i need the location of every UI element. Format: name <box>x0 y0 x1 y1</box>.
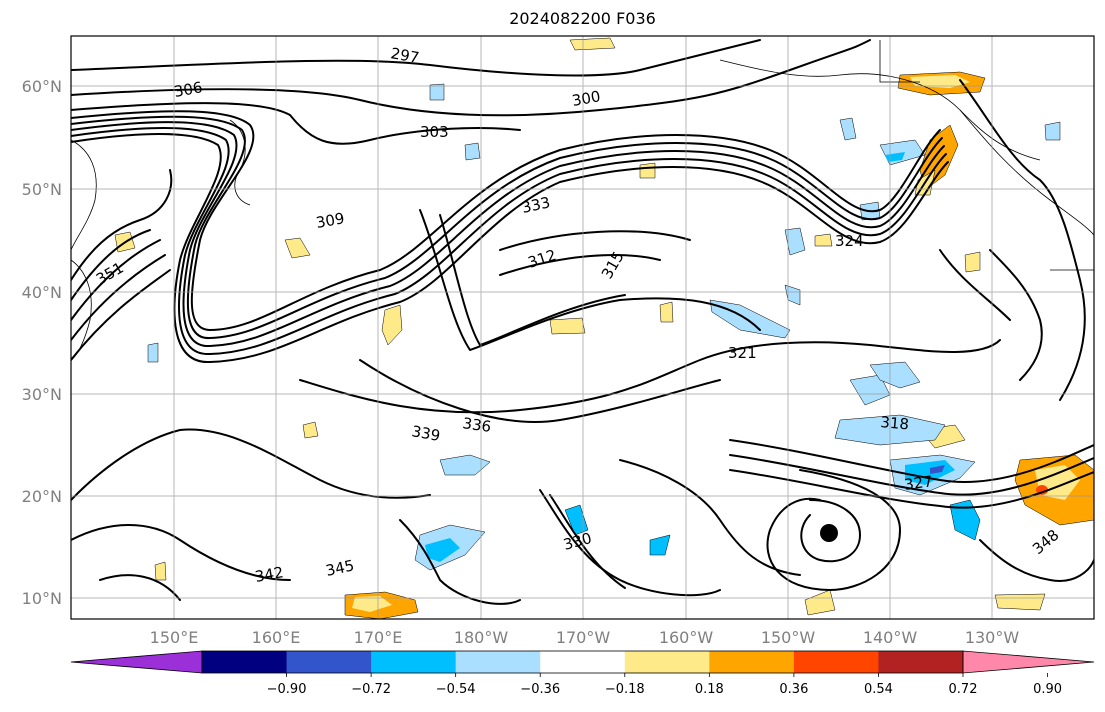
contour-label-324: 324 <box>835 232 864 250</box>
colorbar-swatch <box>878 651 964 673</box>
colorbar-tick-label: 0.54 <box>864 682 893 697</box>
shaded-fields <box>114 37 1094 619</box>
colorbar-swatch <box>202 651 288 673</box>
contour-label-333: 333 <box>520 193 552 217</box>
contour-label-339: 339 <box>410 422 441 445</box>
colorbar-tick-label: −0.90 <box>267 682 307 697</box>
colorbar-tick-label: −0.54 <box>436 682 476 697</box>
colorbar: −0.90 −0.72 −0.54 −0.36 −0.18 0.18 0.36 0.54 0.7… <box>70 650 1095 697</box>
gridlines <box>71 36 1094 619</box>
contour-label-306: 306 <box>173 78 204 101</box>
lon-label-130w: 130°W <box>965 628 1020 647</box>
map-layers: 297 300 303 306 309 312 315 318 321 324 … <box>71 36 1094 619</box>
colorbar-swatch <box>624 651 710 673</box>
contour-label-336: 336 <box>461 414 492 436</box>
colorbar-swatch <box>709 651 795 673</box>
map-title: 2024082200 F036 <box>509 9 656 28</box>
lon-label-180w: 180°W <box>454 628 509 647</box>
lon-label-150e: 150°E <box>150 628 199 647</box>
lon-label-160e: 160°E <box>252 628 301 647</box>
colorbar-tick-label: −0.72 <box>351 682 391 697</box>
colorbar-swatch <box>793 651 879 673</box>
contour-label-309: 309 <box>315 209 346 232</box>
contour-label-303: 303 <box>420 123 449 141</box>
lat-label-40n: 40°N <box>22 283 62 302</box>
colorbar-tick-label: 0.18 <box>695 682 724 697</box>
map-frame <box>70 35 1095 620</box>
colorbar-swatch <box>540 651 626 673</box>
colorbar-extend-max <box>962 650 1095 674</box>
contour-label-345: 345 <box>324 556 356 580</box>
contour-label-342: 342 <box>254 563 285 586</box>
lat-label-60n: 60°N <box>22 77 62 96</box>
contour-label-327: 327 <box>903 472 934 494</box>
lat-label-30n: 30°N <box>22 385 62 404</box>
lon-label-150w: 150°W <box>761 628 816 647</box>
longitude-labels: 150°E 160°E 170°E 180°W 170°W 160°W 150°… <box>150 628 1020 647</box>
colorbar-swatch <box>455 651 541 673</box>
coastlines <box>71 40 1094 361</box>
lon-label-140w: 140°W <box>863 628 918 647</box>
lon-label-170e: 170°E <box>354 628 403 647</box>
latitude-labels: 60°N 50°N 40°N 30°N 20°N 10°N <box>22 77 62 608</box>
contour-label-300: 300 <box>571 87 602 110</box>
colorbar-tick-label: −0.36 <box>520 682 560 697</box>
contour-label-297: 297 <box>389 44 420 67</box>
contour-label-321: 321 <box>728 344 757 362</box>
colorbar-tick-label: 0.36 <box>779 682 808 697</box>
lat-label-20n: 20°N <box>22 487 62 506</box>
colorbar-tick-label: 0.90 <box>1033 682 1062 697</box>
colorbar-swatch <box>371 651 457 673</box>
colorbar-swatch <box>286 651 372 673</box>
lon-label-170w: 170°W <box>556 628 611 647</box>
colorbar-tick-label: −0.18 <box>605 682 645 697</box>
colorbar-tick-label: 0.72 <box>949 682 978 697</box>
lat-label-50n: 50°N <box>22 180 62 199</box>
lon-label-160w: 160°W <box>659 628 714 647</box>
contour-label-318: 318 <box>880 413 910 433</box>
colorbar-outline <box>201 650 964 674</box>
lat-label-10n: 10°N <box>22 589 62 608</box>
colorbar-extend-min <box>70 650 203 674</box>
